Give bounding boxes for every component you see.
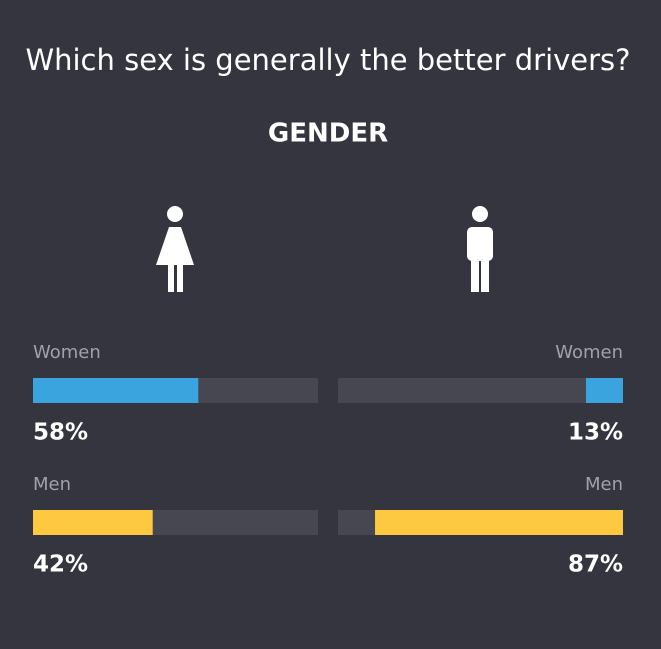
option-label: Men [585,474,623,495]
bar [585,378,623,403]
bar-track [338,378,623,403]
option-label: Women [33,342,101,363]
male-icon [467,206,493,292]
percent-label: 42% [33,552,88,578]
question: Which sex is generally the better driver… [25,43,630,77]
option-label: Women [555,342,623,363]
percent-label: 87% [568,552,623,578]
option-label: Men [33,474,71,495]
percent-label: 13% [568,420,623,446]
section-title: GENDER [268,119,388,149]
bar [375,510,623,535]
female-icon [156,206,194,292]
bar [33,510,153,535]
percent-label: 58% [33,420,88,446]
bar [33,378,199,403]
